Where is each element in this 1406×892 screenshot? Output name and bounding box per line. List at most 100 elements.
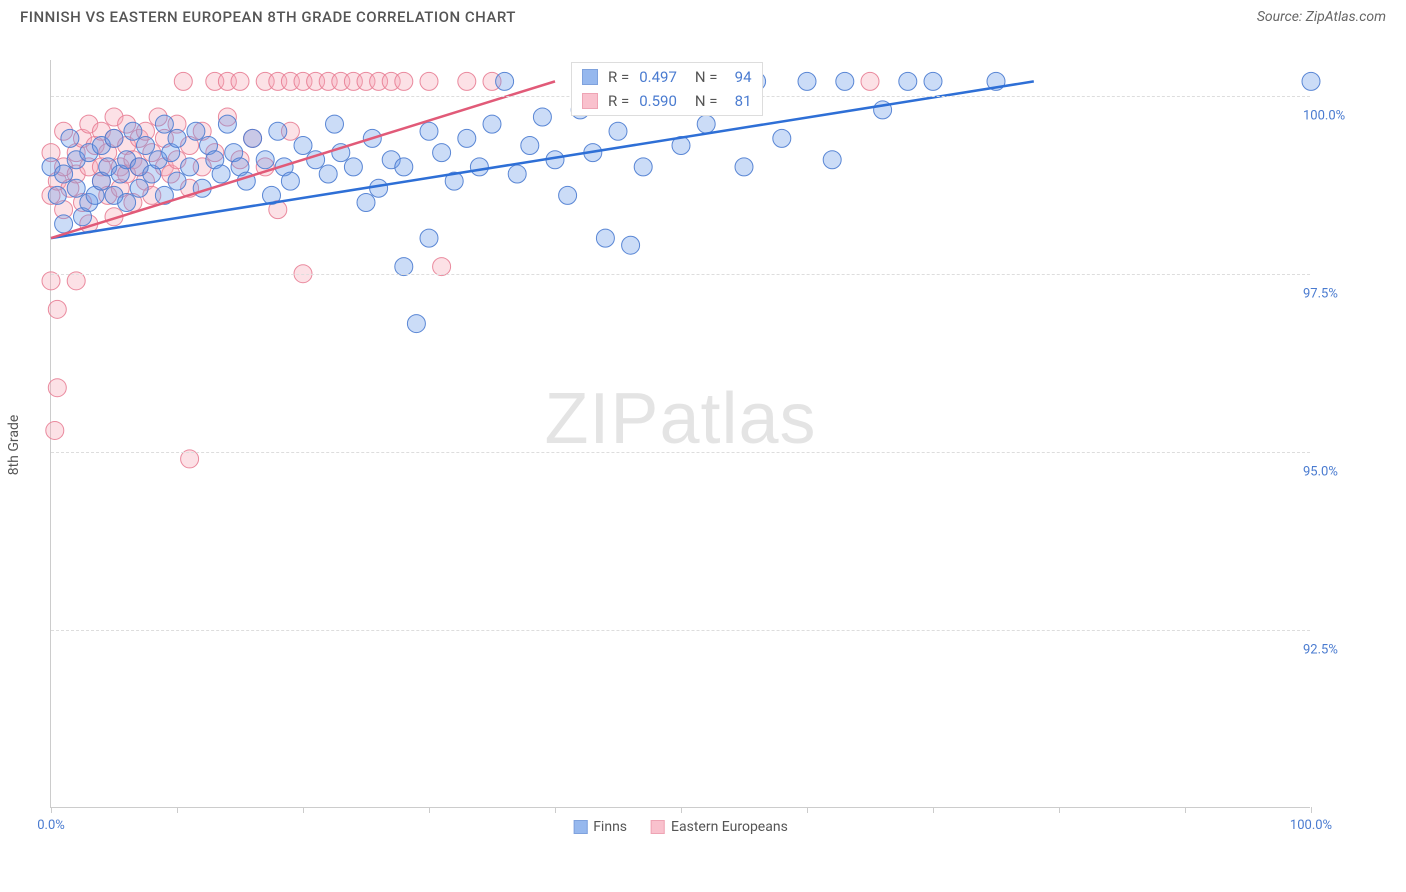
data-point-finns (496, 72, 514, 90)
data-point-finns (256, 151, 274, 169)
data-point-finns (181, 158, 199, 176)
data-point-eastern (395, 72, 413, 90)
data-point-finns (137, 136, 155, 154)
data-point-finns (67, 179, 85, 197)
stats-r-value-finns: 0.497 (639, 68, 677, 86)
x-tick (1311, 807, 1312, 813)
data-point-finns (458, 129, 476, 147)
data-point-finns (798, 72, 816, 90)
x-tick (681, 807, 682, 813)
data-point-eastern (174, 72, 192, 90)
data-point-finns (407, 315, 425, 333)
data-point-finns (55, 165, 73, 183)
x-tick-label: 0.0% (37, 818, 65, 833)
data-point-finns (395, 158, 413, 176)
stats-swatch-finns (582, 69, 598, 85)
legend-swatch-finns (573, 820, 587, 834)
chart-title: FINNISH VS EASTERN EUROPEAN 8TH GRADE CO… (20, 8, 516, 26)
data-point-finns (124, 122, 142, 140)
data-point-finns (105, 129, 123, 147)
data-point-finns (508, 165, 526, 183)
legend-item-finns: Finns (573, 819, 627, 835)
data-point-finns (559, 186, 577, 204)
legend-label-finns: Finns (593, 819, 627, 835)
data-point-finns (420, 229, 438, 247)
source-attribution: Source: ZipAtlas.com (1257, 9, 1386, 25)
stats-row-finns: R =0.497N =94 (572, 65, 762, 89)
data-point-eastern (420, 72, 438, 90)
data-point-finns (370, 179, 388, 197)
data-point-finns (55, 215, 73, 233)
plot-svg (51, 60, 1311, 808)
data-point-finns (470, 158, 488, 176)
data-point-finns (130, 179, 148, 197)
stats-r-label: R = (608, 92, 629, 110)
y-tick-label: 92.5% (1303, 642, 1358, 657)
data-point-finns (697, 115, 715, 133)
stats-swatch-eastern (582, 93, 598, 109)
x-tick (51, 807, 52, 813)
x-tick (1059, 807, 1060, 813)
stats-box: R =0.497N =94R =0.590N =81 (571, 62, 763, 116)
legend-item-eastern: Eastern Europeans (651, 819, 788, 835)
data-point-finns (609, 122, 627, 140)
data-point-eastern (861, 72, 879, 90)
y-axis-label: 8th Grade (6, 415, 22, 476)
data-point-finns (420, 122, 438, 140)
data-point-finns (168, 172, 186, 190)
data-point-finns (218, 115, 236, 133)
x-tick (555, 807, 556, 813)
data-point-finns (269, 122, 287, 140)
y-tick-label: 100.0% (1303, 108, 1358, 123)
data-point-finns (622, 236, 640, 254)
x-tick (429, 807, 430, 813)
data-point-finns (823, 151, 841, 169)
stats-r-value-eastern: 0.590 (639, 92, 677, 110)
grid-line (51, 274, 1310, 275)
data-point-finns (319, 165, 337, 183)
data-point-finns (212, 165, 230, 183)
data-point-finns (634, 158, 652, 176)
data-point-eastern (48, 379, 66, 397)
data-point-eastern (48, 300, 66, 318)
y-tick-label: 95.0% (1303, 464, 1358, 479)
data-point-finns (533, 108, 551, 126)
data-point-finns (344, 158, 362, 176)
data-point-finns (187, 122, 205, 140)
x-tick (303, 807, 304, 813)
x-tick (933, 807, 934, 813)
data-point-finns (521, 136, 539, 154)
data-point-eastern (46, 421, 64, 439)
stats-row-eastern: R =0.590N =81 (572, 89, 762, 113)
data-point-finns (61, 129, 79, 147)
data-point-eastern (458, 72, 476, 90)
data-point-finns (118, 193, 136, 211)
legend: Finns Eastern Europeans (573, 819, 788, 835)
data-point-finns (433, 144, 451, 162)
data-point-finns (326, 115, 344, 133)
stats-r-label: R = (608, 68, 629, 86)
scatter-plot: ZIPatlas R =0.497N =94R =0.590N =81 Finn… (50, 60, 1310, 808)
grid-line (51, 452, 1310, 453)
legend-swatch-eastern (651, 820, 665, 834)
data-point-finns (294, 136, 312, 154)
data-point-finns (155, 115, 173, 133)
data-point-finns (836, 72, 854, 90)
data-point-finns (244, 129, 262, 147)
data-point-finns (357, 193, 375, 211)
x-tick (1185, 807, 1186, 813)
data-point-finns (924, 72, 942, 90)
data-point-finns (735, 158, 753, 176)
legend-label-eastern: Eastern Europeans (671, 819, 788, 835)
data-point-finns (168, 129, 186, 147)
x-tick-label: 100.0% (1290, 818, 1332, 833)
chart-area: 8th Grade ZIPatlas R =0.497N =94R =0.590… (50, 60, 1360, 830)
data-point-finns (596, 229, 614, 247)
stats-n-value-finns: 94 (728, 68, 752, 86)
data-point-eastern (231, 72, 249, 90)
x-tick (177, 807, 178, 813)
data-point-finns (773, 129, 791, 147)
data-point-finns (48, 186, 66, 204)
grid-line (51, 630, 1310, 631)
stats-n-label: N = (695, 92, 718, 110)
